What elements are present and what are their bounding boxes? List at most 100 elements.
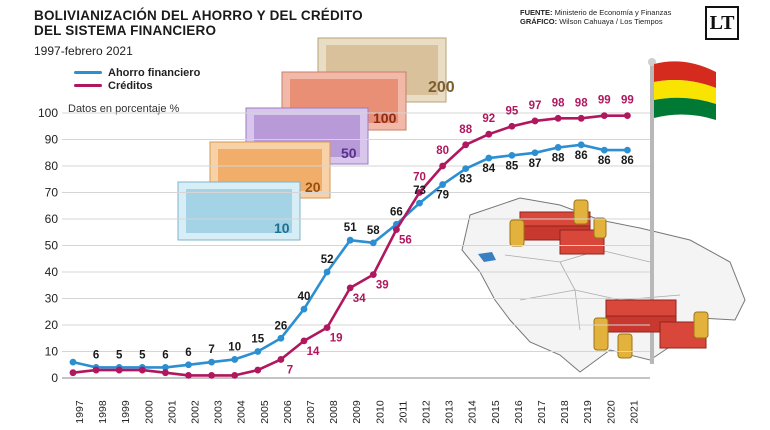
- x-tick-label: 2003: [213, 400, 225, 424]
- data-label-0: 6: [162, 349, 168, 361]
- data-label-0: 86: [621, 155, 634, 167]
- data-point-0: [508, 152, 516, 159]
- data-label-1: 14: [307, 346, 320, 358]
- data-point-1: [531, 117, 539, 125]
- legend-swatch-ahorro: [74, 71, 102, 74]
- x-tick-label: 2012: [421, 400, 433, 424]
- legend-swatch-creditos: [74, 84, 102, 87]
- x-tick-label: 2010: [374, 400, 386, 424]
- data-label-0: 6: [185, 347, 191, 359]
- legend: Ahorro financiero Créditos: [74, 66, 200, 92]
- x-tick-label: 2015: [490, 400, 502, 424]
- y-tick-label: 20: [45, 318, 59, 332]
- data-label-0: 15: [251, 334, 264, 346]
- series-lines: [69, 112, 631, 379]
- data-point-1: [162, 369, 169, 377]
- data-point-1: [600, 112, 608, 120]
- legend-item-ahorro: Ahorro financiero: [74, 66, 200, 79]
- data-label-1: 19: [330, 333, 343, 345]
- data-label-0: 66: [390, 206, 403, 218]
- graphic-label: GRÁFICO:: [520, 17, 558, 26]
- data-point-1: [254, 366, 262, 374]
- data-label-0: 10: [228, 341, 241, 353]
- x-tick-label: 2009: [351, 400, 363, 424]
- chart-title-line1: BOLIVIANIZACIÓN DEL AHORRO Y DEL CRÉDITO: [34, 8, 363, 23]
- data-label-1: 95: [506, 105, 519, 117]
- x-tick-label: 2006: [282, 400, 294, 424]
- x-tick-label: 2018: [559, 400, 571, 424]
- y-tick-label: 0: [51, 371, 58, 385]
- x-tick-label: 2011: [397, 401, 409, 424]
- data-point-0: [369, 239, 377, 247]
- data-label-1: 99: [598, 95, 611, 107]
- data-point-1: [277, 356, 285, 363]
- data-point-0: [300, 305, 308, 313]
- data-label-0: 86: [598, 155, 611, 167]
- data-label-0: 73: [413, 185, 426, 197]
- chart-title-line2: DEL SISTEMA FINANCIERO: [34, 23, 217, 38]
- data-point-0: [254, 348, 262, 355]
- data-point-1: [138, 366, 146, 374]
- x-axis: 1997 1998 1999 2000 2001 2002 2003 2004 2005 2006…: [74, 400, 640, 424]
- chart-subtitle: 1997-febrero 2021: [34, 44, 133, 58]
- x-tick-label: 2017: [536, 400, 548, 424]
- grid: [62, 112, 650, 379]
- data-point-0: [346, 236, 354, 244]
- data-point-1: [577, 114, 585, 122]
- data-label-0: 84: [482, 163, 495, 175]
- data-label-0: 58: [367, 225, 380, 237]
- data-label-1: 97: [529, 100, 542, 112]
- data-label-0: 6: [93, 349, 99, 361]
- svg-text:10: 10: [274, 220, 290, 236]
- data-point-1: [554, 114, 562, 122]
- data-point-0: [185, 361, 192, 369]
- x-tick-label: 2000: [143, 400, 155, 424]
- data-label-1: 56: [399, 235, 412, 247]
- newspaper-logo-icon: LT: [705, 6, 739, 40]
- y-tick-label: 10: [45, 345, 59, 359]
- data-label-1: 80: [436, 145, 449, 157]
- x-tick-label: 2016: [513, 400, 525, 424]
- svg-text:20: 20: [305, 179, 321, 195]
- data-label-1: 92: [482, 113, 495, 125]
- svg-text:100: 100: [373, 110, 397, 126]
- x-tick-label: 2020: [605, 400, 617, 424]
- data-point-1: [69, 369, 77, 377]
- data-point-1: [208, 371, 216, 379]
- legend-label-creditos: Créditos: [108, 79, 153, 92]
- data-label-0: 51: [344, 222, 357, 234]
- data-label-0: 85: [506, 160, 519, 172]
- data-label-0: 79: [436, 190, 449, 202]
- y-tick-label: 100: [38, 106, 58, 120]
- x-tick-label: 2008: [328, 400, 340, 424]
- data-label-1: 98: [552, 97, 565, 109]
- data-point-1: [300, 337, 308, 345]
- y-tick-label: 70: [45, 186, 59, 200]
- banknote-stack-icon: 200 100 50 20 10: [177, 37, 455, 241]
- data-point-0: [162, 364, 169, 371]
- data-point-1: [323, 324, 331, 332]
- data-label-1: 39: [376, 280, 389, 292]
- data-point-1: [92, 366, 100, 374]
- x-tick-label: 2014: [467, 400, 479, 424]
- y-axis-label: Datos en porcentaje %: [68, 103, 180, 115]
- legend-label-ahorro: Ahorro financiero: [108, 66, 201, 79]
- data-point-0: [485, 154, 493, 162]
- data-label-0: 40: [298, 291, 311, 303]
- x-tick-label: 2004: [236, 400, 248, 424]
- x-tick-label: 1997: [74, 400, 86, 424]
- x-tick-label: 2001: [166, 400, 178, 424]
- chart-title: BOLIVIANIZACIÓN DEL AHORRO Y DEL CRÉDITO…: [34, 8, 454, 38]
- data-point-0: [231, 356, 239, 363]
- data-point-1: [416, 189, 423, 196]
- data-point-1: [369, 271, 377, 279]
- data-label-0: 83: [459, 174, 472, 186]
- legend-item-creditos: Créditos: [74, 79, 200, 92]
- data-label-0: 52: [321, 254, 334, 266]
- data-label-0: 26: [275, 320, 288, 332]
- data-label-1: 7: [287, 364, 293, 376]
- x-tick-label: 2013: [444, 400, 456, 424]
- data-label-0: 87: [529, 158, 542, 170]
- data-label-1: 88: [459, 124, 472, 136]
